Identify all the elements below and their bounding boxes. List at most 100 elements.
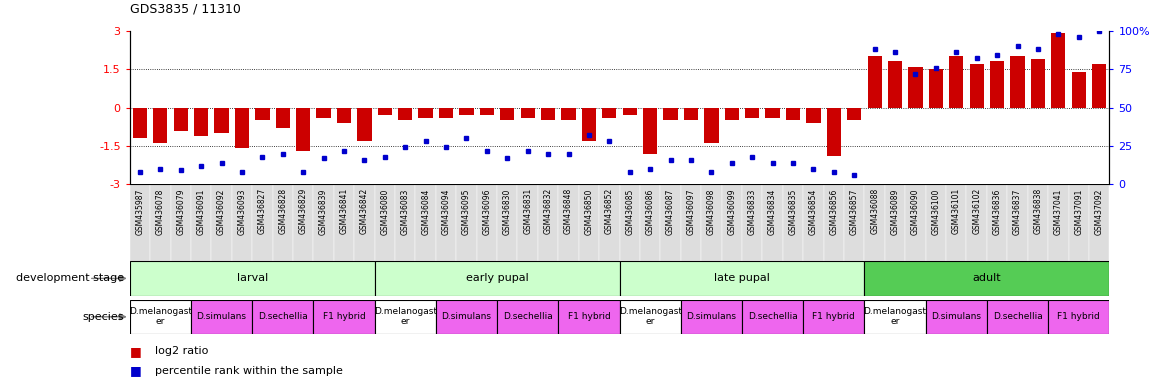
Bar (435, 184, 456, 261)
Bar (864, 300, 925, 334)
Text: percentile rank within the sample: percentile rank within the sample (155, 366, 343, 376)
Text: ■: ■ (130, 364, 141, 377)
Text: GSM436085: GSM436085 (625, 188, 635, 235)
Bar (1089, 184, 1109, 261)
Text: ■: ■ (130, 345, 141, 358)
Text: GSM436087: GSM436087 (666, 188, 675, 235)
Text: GSM436856: GSM436856 (829, 188, 838, 235)
Bar (214, 108, 228, 133)
Text: GSM436078: GSM436078 (156, 188, 164, 235)
Bar (721, 184, 742, 261)
Text: GSM436100: GSM436100 (931, 188, 940, 235)
Bar (395, 184, 416, 261)
Bar (293, 184, 314, 261)
Bar (477, 184, 497, 261)
Bar (521, 108, 535, 118)
Text: D.melanogast
er: D.melanogast er (618, 307, 682, 326)
Bar (537, 184, 558, 261)
Text: GSM436850: GSM436850 (585, 188, 593, 235)
Bar (864, 184, 885, 261)
Bar (987, 300, 1048, 334)
Text: GSM436088: GSM436088 (870, 188, 879, 234)
Text: GSM436089: GSM436089 (891, 188, 900, 235)
Text: GSM436093: GSM436093 (237, 188, 247, 235)
Text: D.melanogast
er: D.melanogast er (374, 307, 437, 326)
Text: log2 ratio: log2 ratio (155, 346, 208, 356)
Bar (704, 108, 718, 143)
Bar (558, 300, 620, 334)
Text: D.sechellia: D.sechellia (503, 312, 552, 321)
Bar (620, 261, 864, 296)
Bar (1027, 184, 1048, 261)
Text: GSM436084: GSM436084 (422, 188, 430, 235)
Bar (1051, 33, 1065, 108)
Text: GSM436094: GSM436094 (441, 188, 450, 235)
Text: GSM436829: GSM436829 (299, 188, 308, 234)
Text: adult: adult (973, 273, 1002, 283)
Bar (762, 184, 783, 261)
Text: GSM436096: GSM436096 (483, 188, 491, 235)
Bar (500, 108, 514, 120)
Bar (170, 184, 191, 261)
Text: F1 hybrid: F1 hybrid (567, 312, 610, 321)
Bar (643, 108, 658, 154)
Bar (439, 108, 453, 118)
Bar (255, 108, 270, 120)
Text: GSM436836: GSM436836 (992, 188, 1002, 235)
Text: GSM436857: GSM436857 (850, 188, 859, 235)
Bar (844, 184, 864, 261)
Text: D.sechellia: D.sechellia (992, 312, 1042, 321)
Text: GSM436842: GSM436842 (360, 188, 369, 234)
Bar (378, 108, 391, 115)
Bar (987, 184, 1007, 261)
Bar (314, 184, 334, 261)
Bar (276, 108, 290, 128)
Bar (620, 184, 640, 261)
Bar (848, 108, 862, 120)
Text: GSM436832: GSM436832 (543, 188, 552, 234)
Bar (354, 184, 374, 261)
Text: GSM436827: GSM436827 (258, 188, 266, 234)
Bar (541, 108, 555, 120)
Bar (272, 184, 293, 261)
Bar (664, 108, 677, 120)
Text: GSM436854: GSM436854 (809, 188, 818, 235)
Text: GSM436830: GSM436830 (503, 188, 512, 235)
Bar (130, 184, 151, 261)
Text: GSM436838: GSM436838 (1033, 188, 1042, 234)
Text: GSM436079: GSM436079 (176, 188, 185, 235)
Bar (562, 108, 576, 120)
Bar (765, 108, 779, 118)
Text: GSM436837: GSM436837 (1013, 188, 1023, 235)
Text: D.simulans: D.simulans (931, 312, 981, 321)
Bar (827, 108, 841, 156)
Text: larval: larval (236, 273, 267, 283)
Text: GSM436839: GSM436839 (320, 188, 328, 235)
Text: GDS3835 / 11310: GDS3835 / 11310 (130, 2, 241, 15)
Bar (967, 184, 987, 261)
Text: GSM436101: GSM436101 (952, 188, 961, 234)
Text: GSM436098: GSM436098 (706, 188, 716, 235)
Text: GSM436097: GSM436097 (687, 188, 696, 235)
Bar (888, 61, 902, 108)
Text: GSM436828: GSM436828 (278, 188, 287, 234)
Bar (252, 184, 272, 261)
Bar (745, 108, 760, 118)
Text: GSM437092: GSM437092 (1094, 188, 1104, 235)
Bar (1011, 56, 1025, 108)
Bar (518, 184, 537, 261)
Text: GSM436841: GSM436841 (339, 188, 349, 234)
Bar (479, 108, 494, 115)
Bar (908, 66, 923, 108)
Text: D.simulans: D.simulans (687, 312, 736, 321)
Bar (1048, 184, 1069, 261)
Bar (398, 108, 412, 120)
Bar (806, 108, 821, 123)
Bar (153, 108, 168, 143)
Text: species: species (82, 312, 124, 322)
Bar (497, 184, 518, 261)
Bar (783, 184, 804, 261)
Bar (211, 184, 232, 261)
Bar (1071, 72, 1086, 108)
Text: GSM436102: GSM436102 (973, 188, 981, 234)
